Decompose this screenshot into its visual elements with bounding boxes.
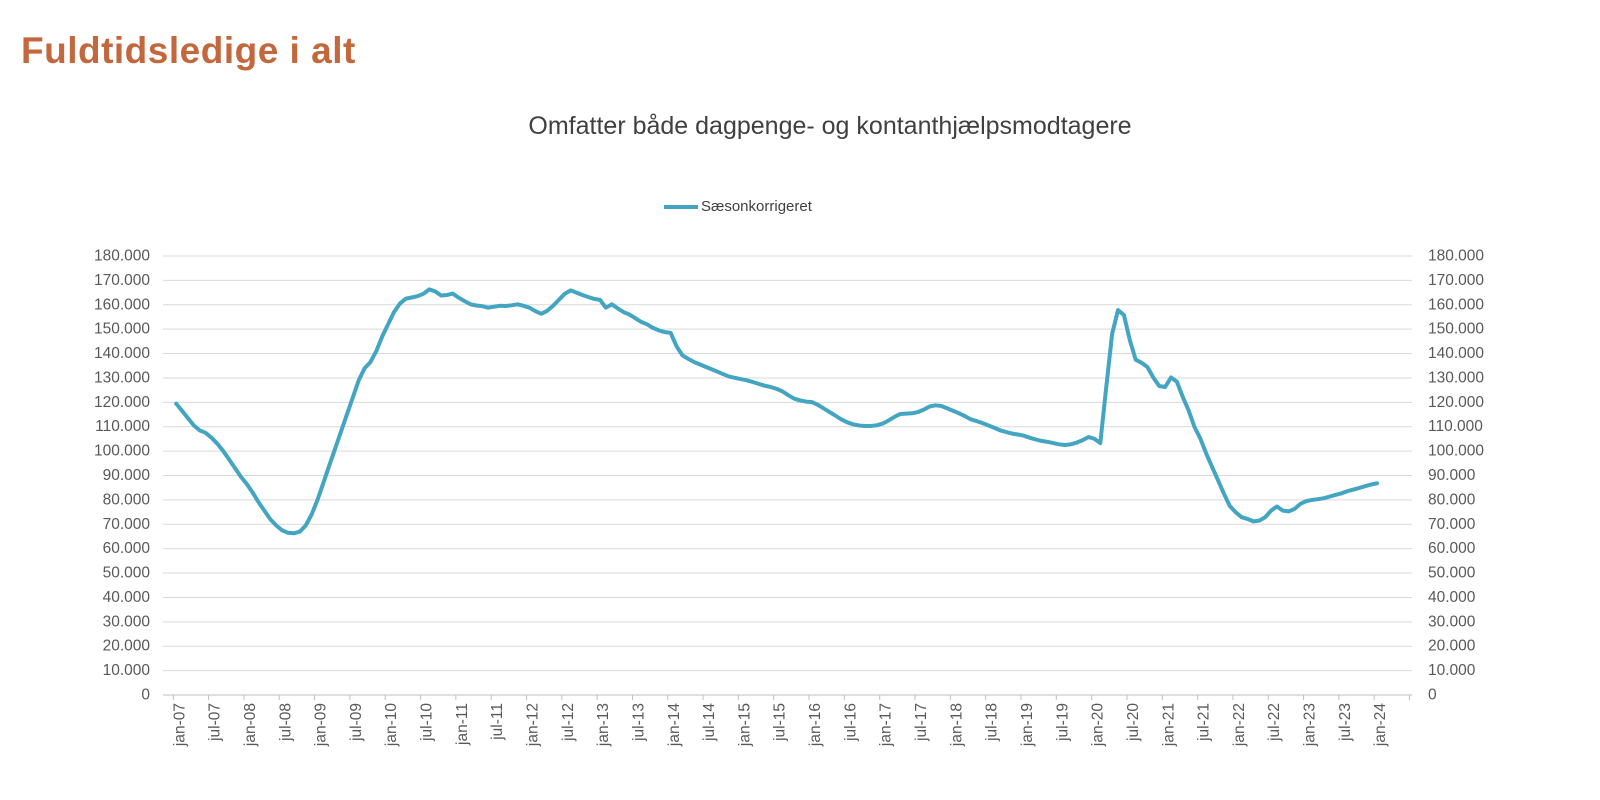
x-axis-label: jul-07	[207, 703, 224, 742]
y-axis-label-right: 100.000	[1428, 443, 1484, 460]
x-axis-label: jul-13	[630, 703, 647, 742]
y-axis-label-right: 0	[1428, 687, 1437, 704]
x-axis-label: jul-15	[772, 703, 789, 742]
x-axis-label: jan-23	[1302, 703, 1319, 747]
y-axis-label-left: 40.000	[103, 589, 151, 606]
legend: Sæsonkorrigeret	[664, 198, 812, 215]
x-axis-label: jan-24	[1372, 703, 1389, 747]
x-axis-label: jul-16	[842, 703, 859, 742]
y-axis-label-left: 150.000	[94, 321, 150, 338]
y-axis-label-left: 140.000	[94, 345, 150, 362]
y-axis-label-left: 120.000	[94, 394, 150, 411]
y-axis-label-left: 30.000	[103, 613, 151, 630]
y-axis-label-right: 60.000	[1428, 540, 1476, 557]
y-axis-label-right: 150.000	[1428, 321, 1484, 338]
x-axis-label: jul-11	[489, 703, 506, 741]
y-axis-label-left: 130.000	[94, 369, 150, 386]
series-line-saesonkorrigeret	[174, 287, 1379, 536]
y-axis-label-right: 180.000	[1428, 248, 1484, 265]
x-axis-label: jan-10	[383, 703, 400, 747]
y-axis-label-left: 90.000	[103, 467, 151, 484]
x-axis-label: jan-18	[948, 703, 965, 747]
y-axis-label-left: 50.000	[103, 565, 151, 582]
y-axis-label-right: 120.000	[1428, 394, 1484, 411]
legend-line-swatch	[664, 204, 698, 209]
y-axis-label-right: 20.000	[1428, 638, 1476, 655]
y-axis-label-left: 170.000	[94, 272, 150, 289]
x-axis-label: jul-19	[1054, 703, 1071, 742]
y-axis-label-right: 40.000	[1428, 589, 1476, 606]
y-axis-label-left: 10.000	[103, 662, 151, 679]
y-axis-label-right: 80.000	[1428, 491, 1476, 508]
x-axis-label: jan-17	[878, 703, 895, 747]
x-axis-label: jan-13	[595, 703, 612, 747]
y-axis-label-right: 10.000	[1428, 662, 1476, 679]
x-axis-label: jan-21	[1160, 703, 1177, 747]
x-axis-label: jul-20	[1125, 703, 1142, 742]
y-axis-label-left: 180.000	[94, 248, 150, 265]
y-axis-label-right: 30.000	[1428, 613, 1476, 630]
x-axis-label: jan-22	[1231, 703, 1248, 747]
x-axis-label: jul-12	[560, 703, 577, 742]
y-axis-label-left: 70.000	[103, 516, 151, 533]
x-axis-label: jan-15	[736, 703, 753, 747]
x-axis-label: jan-19	[1019, 703, 1036, 747]
y-axis-label-right: 110.000	[1428, 418, 1483, 435]
x-axis-label: jul-17	[913, 703, 930, 742]
y-axis-label-left: 80.000	[103, 491, 151, 508]
y-axis-label-right: 170.000	[1428, 272, 1484, 289]
x-axis-label: jan-11	[454, 703, 471, 746]
x-axis-label: jan-12	[525, 703, 542, 747]
y-axis-label-left: 20.000	[103, 638, 151, 655]
x-axis-label: jan-20	[1090, 703, 1107, 747]
y-axis-label-left: 60.000	[103, 540, 151, 557]
x-axis-label: jul-18	[984, 703, 1001, 742]
page-title: Fuldtidsledige i alt	[21, 30, 356, 71]
x-axis-label: jul-09	[348, 703, 365, 742]
y-axis-label-right: 160.000	[1428, 296, 1484, 313]
x-axis-label: jul-14	[701, 703, 718, 742]
legend-label: Sæsonkorrigeret	[701, 198, 812, 215]
y-axis-label-right: 140.000	[1428, 345, 1484, 362]
y-axis-label-left: 100.000	[94, 443, 150, 460]
y-axis-label-left: 160.000	[94, 296, 150, 313]
x-axis-label: jul-10	[419, 703, 436, 742]
y-axis-label-left: 0	[141, 687, 150, 704]
y-axis-label-right: 130.000	[1428, 369, 1484, 386]
y-axis-label-right: 70.000	[1428, 516, 1476, 533]
x-axis-label: jul-08	[277, 703, 294, 742]
x-axis-label: jan-16	[807, 703, 824, 747]
chart-subtitle: Omfatter både dagpenge- og kontanthjælps…	[528, 112, 1132, 140]
x-axis-label: jul-22	[1266, 703, 1283, 742]
y-axis-label-left: 110.000	[95, 418, 150, 435]
x-axis-label: jul-21	[1196, 703, 1213, 742]
x-axis-label: jan-09	[313, 703, 330, 747]
x-axis-label: jan-08	[242, 703, 259, 747]
y-axis-label-right: 90.000	[1428, 467, 1476, 484]
x-axis-label: jul-23	[1337, 703, 1354, 742]
x-axis-label: jan-14	[666, 703, 683, 747]
x-axis-label: jan-07	[171, 703, 188, 747]
y-axis-label-right: 50.000	[1428, 565, 1476, 582]
